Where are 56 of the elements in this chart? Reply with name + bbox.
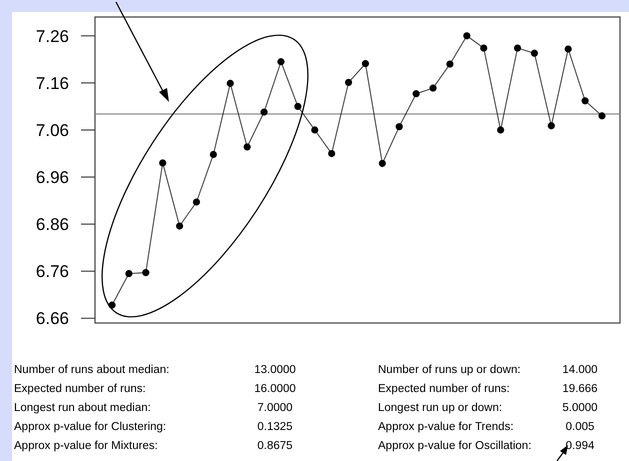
point [277,58,285,66]
text: Approx p-value for Trends: [378,421,514,433]
point [530,50,538,57]
text: 5.0000 [562,402,598,414]
point [548,122,555,130]
text: Approx p-value for Clustering: [14,421,166,433]
y-tick-label: 7.06 [36,120,69,140]
point [564,45,572,53]
point [463,32,470,40]
y-tick-label: 7.16 [36,74,69,93]
point [412,90,420,98]
point [344,78,352,86]
text: 0.8675 [257,440,293,452]
text: Approx p-value for Mixtures: [14,440,158,452]
point [582,97,589,104]
point [378,160,386,167]
point [598,112,606,120]
text: Expected number of runs: [378,383,510,395]
text: Number of runs about median: [14,364,170,376]
text: 0.994 [566,440,595,452]
point [226,80,234,87]
y-tick-label: 6.76 [36,262,69,282]
point [125,270,132,278]
text: Expected number of runs: [14,383,146,395]
point [260,108,268,116]
text: 13.0000 [254,364,296,376]
point [514,44,522,52]
point [446,60,454,68]
y-tick-label: 6.66 [36,309,69,328]
text: 19.666 [562,383,598,395]
y-tick-label: 7.26 [36,26,69,46]
point [244,143,251,150]
text: Approx p-value for Oscillation: [378,440,532,452]
point [311,126,318,134]
point [396,123,403,130]
point [362,60,370,68]
text: Longest run up or down: [378,402,502,414]
text: Number of runs up or down: [378,364,521,376]
point [294,102,302,110]
point [328,150,336,158]
point [176,222,184,230]
point [429,84,437,92]
text: 7.0000 [257,402,293,414]
y-tick-label: 6.96 [36,168,69,188]
text: 0.1325 [257,421,293,433]
point [142,269,150,276]
text: Longest run about median: [14,402,151,414]
y-tick-label: 6.86 [36,215,69,234]
point [480,44,488,52]
text: 0.005 [566,421,594,433]
point [192,198,200,206]
point [497,126,504,134]
point [210,150,217,158]
text: 16.0000 [254,383,296,395]
point [159,159,166,166]
text: 14.000 [562,364,598,376]
